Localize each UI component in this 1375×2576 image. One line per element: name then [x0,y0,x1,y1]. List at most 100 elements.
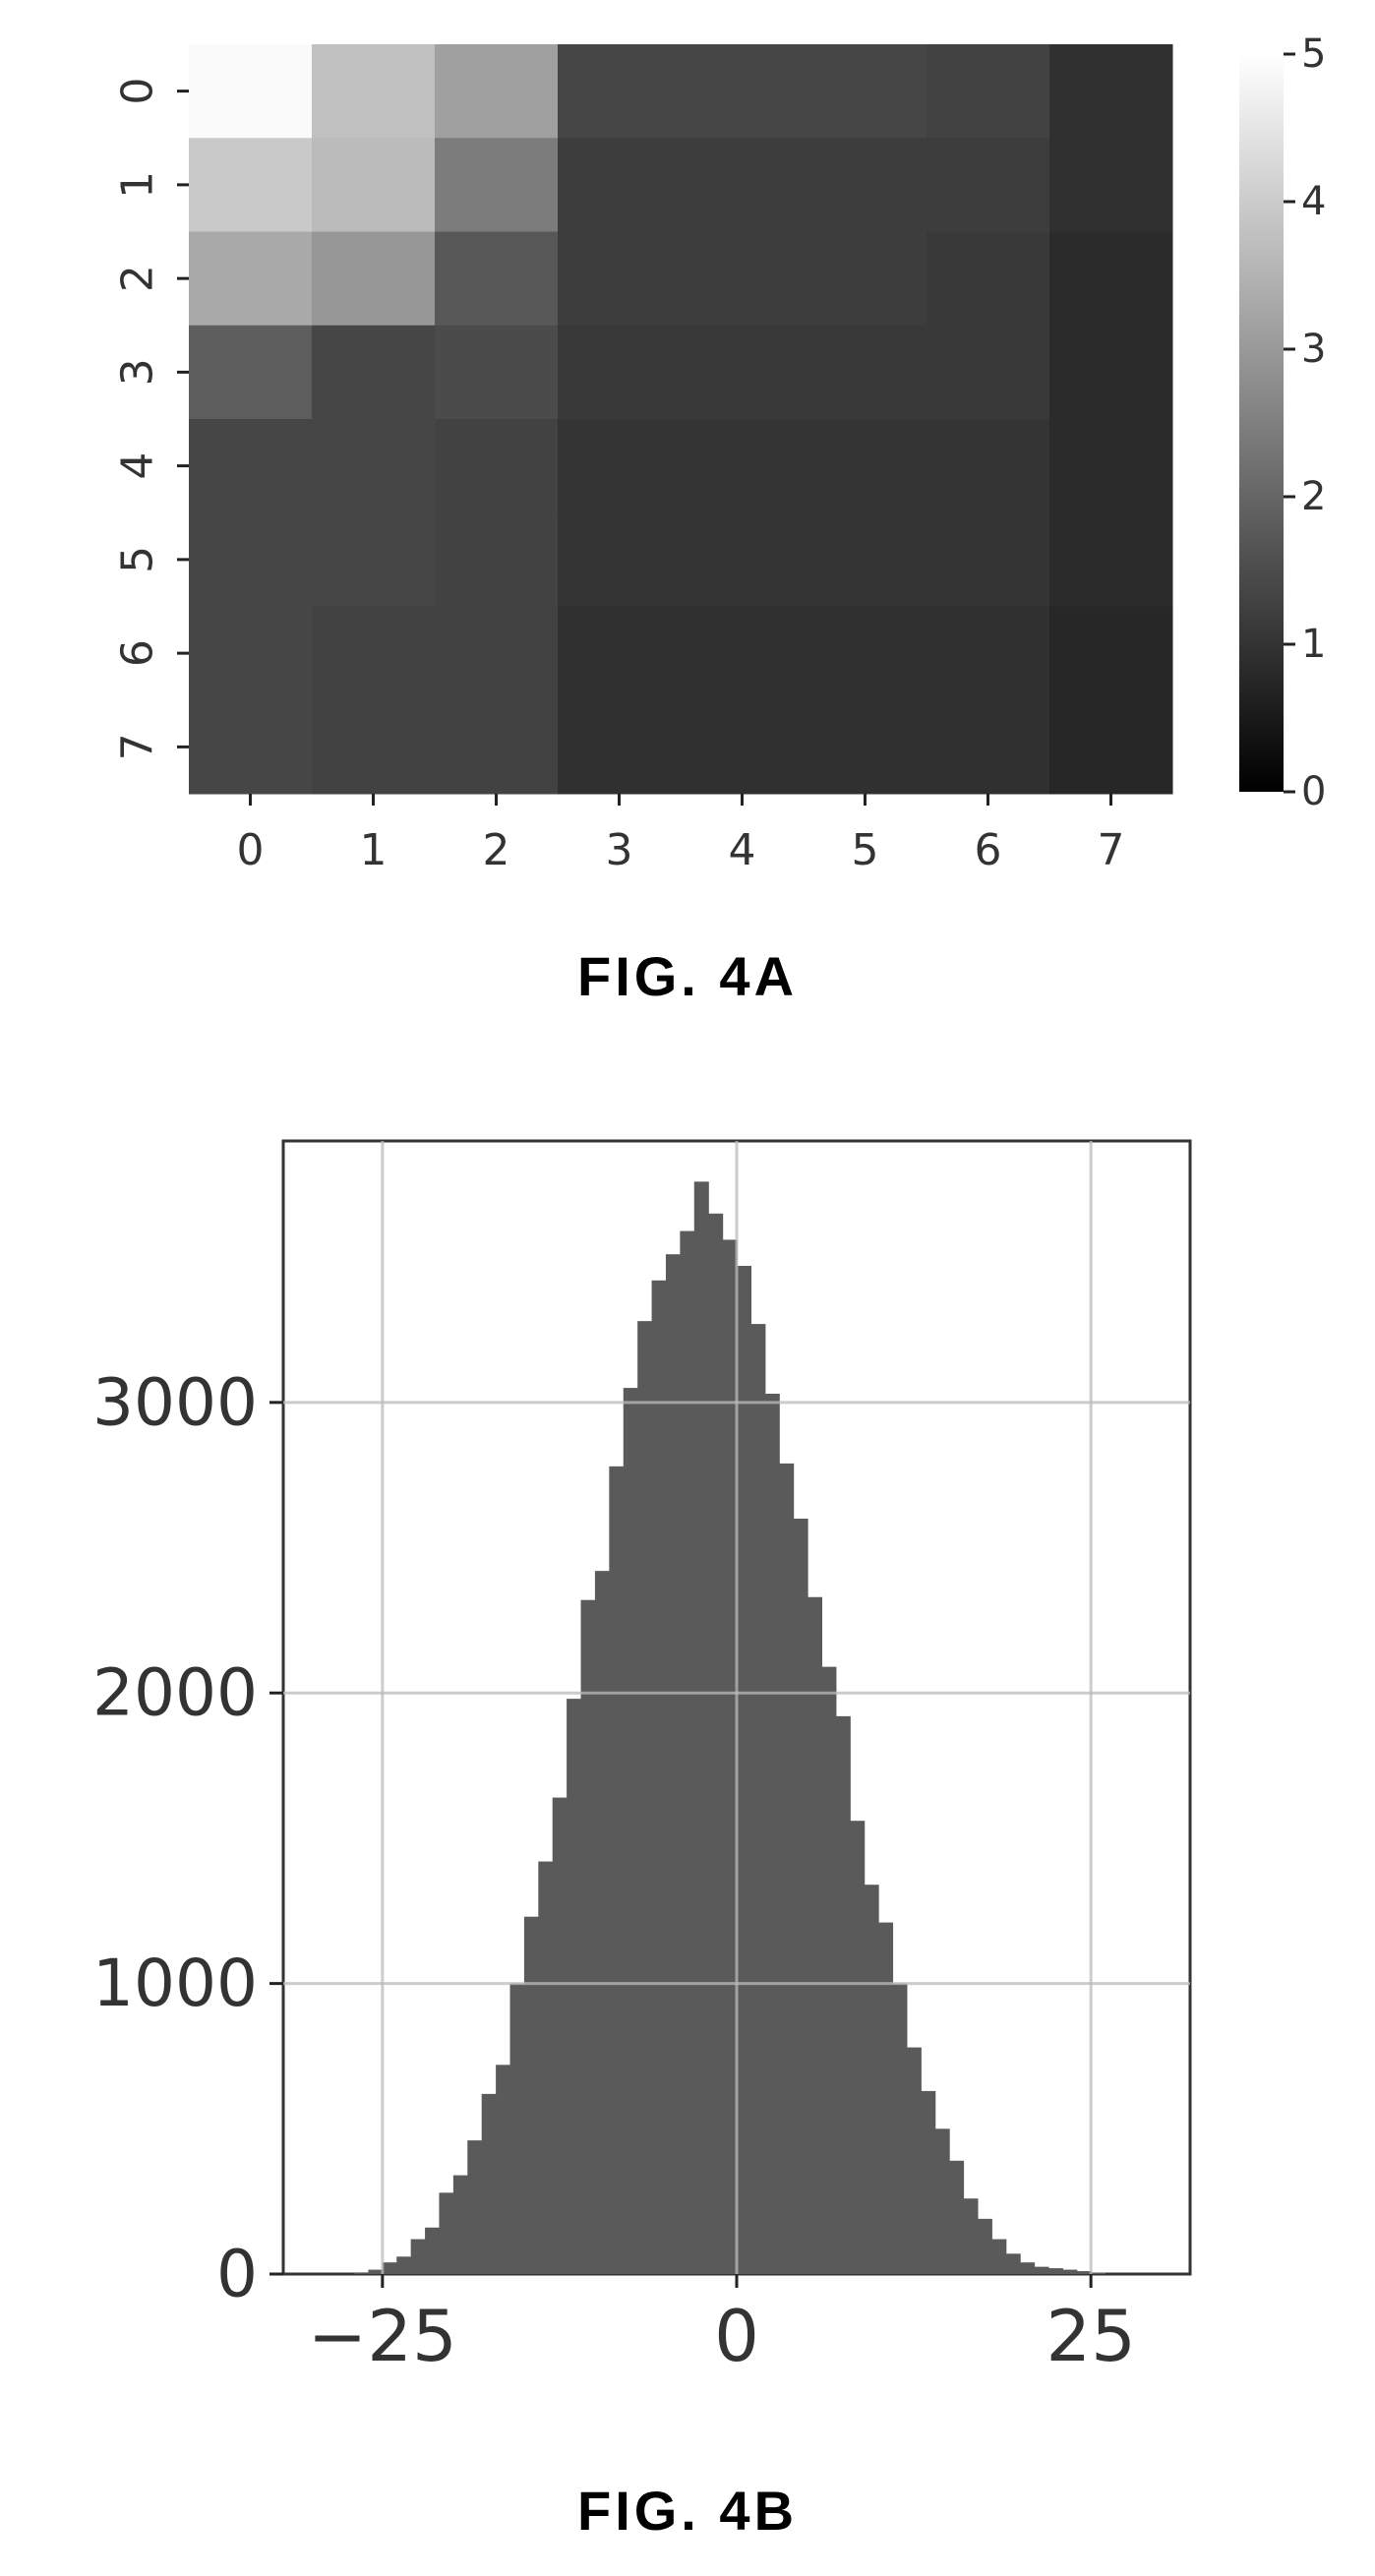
heatmap-col-label: 7 [1098,825,1125,875]
histogram-x-tick-label: 25 [1046,2295,1136,2377]
heatmap-row-label: 1 [113,171,163,199]
heatmap-cell [312,231,436,327]
heatmap-row-label: 0 [113,78,163,105]
histogram-bar [850,1821,866,2274]
heatmap-cell [312,606,436,701]
histogram-bar [906,2047,922,2274]
histogram-bar [368,2269,384,2274]
heatmap-cell [435,44,559,139]
histogram-bar [665,1254,681,2274]
heatmap-col-label: 3 [606,825,633,875]
histogram-bar [921,2090,936,2274]
histogram-bar [609,1466,625,2274]
histogram-bar [949,2160,965,2274]
colorbar-tick-label: 2 [1301,474,1326,519]
colorbar [1239,54,1284,792]
heatmap-cell [804,512,927,607]
histogram-bar [410,2239,426,2274]
histogram-bar [764,1393,780,2274]
histogram-bar [1034,2266,1049,2274]
heatmap-col-labels: 0 1 2 3 4 5 6 7 [237,794,1125,875]
histogram-bar [580,1599,596,2274]
histogram-x-ticks: −25 0 25 [308,2274,1136,2377]
heatmap-cell [681,325,805,420]
histogram-x-tick-label: 0 [714,2295,759,2377]
histogram-bar [892,1983,908,2274]
histogram-bar [523,1916,539,2274]
heatmap-row-label: 7 [113,733,163,760]
heatmap-cell [804,606,927,701]
heatmap-cell [189,699,313,795]
colorbar-tick-label: 3 [1301,327,1326,372]
histogram-bar [354,2273,370,2274]
histogram-bar [991,2239,1007,2274]
heatmap-col-label: 1 [360,825,388,875]
histogram-bar [835,1715,851,2274]
heatmap-cell [558,325,682,420]
heatmap-cell [1049,231,1173,327]
histogram-bar [977,2218,992,2274]
colorbar-tick-label: 1 [1301,622,1326,667]
heatmap-cell [189,325,313,420]
histogram-bar [821,1666,837,2274]
heatmap-cell [927,699,1050,795]
heatmap-cell [1049,606,1173,701]
heatmap-cell [558,138,682,232]
histogram-y-tick-label: 3000 [92,1364,258,1440]
histogram-y-tick-label: 2000 [92,1655,258,1731]
histogram-bar [779,1463,795,2274]
heatmap-cell [681,512,805,607]
heatmap-figure: 0 1 2 3 4 5 6 7 0 1 2 3 4 5 6 7 0 1 2 3 4 5 [113,31,1327,875]
histogram-bar [651,1280,667,2274]
heatmap-cell [1049,419,1173,513]
heatmap-cell [1049,325,1173,420]
histogram-bar [878,1922,894,2274]
heatmap-cell [189,512,313,607]
heatmap-cell [927,606,1050,701]
colorbar-tick-label: 4 [1301,179,1326,224]
histogram-y-tick-label: 0 [216,2237,258,2312]
heatmap-col-label: 4 [729,825,756,875]
histogram-bars [354,1181,1106,2274]
histogram-figure: −25 0 25 0 1000 2000 3000 [92,1139,1192,2377]
histogram-bar [708,1213,724,2274]
histogram-bar [439,2192,454,2274]
heatmap-cell [804,44,927,139]
histogram-grid [283,1141,1190,2274]
histogram-bar [693,1181,709,2274]
heatmap-cell [927,512,1050,607]
heatmap-cell [804,138,927,232]
colorbar-tick-label: 0 [1301,769,1326,814]
heatmap-cell [558,512,682,607]
heatmap-cell [1049,512,1173,607]
heatmap-cell [804,699,927,795]
heatmap-row-label: 2 [113,265,163,292]
heatmap-cell [435,325,559,420]
histogram-bar [864,1885,879,2274]
histogram-bar [737,1266,752,2274]
heatmap-cell [927,419,1050,513]
heatmap-cell [1049,138,1173,232]
heatmap-cell [558,44,682,139]
heatmap-cell [558,699,682,795]
heatmap-col-label: 5 [852,825,879,875]
histogram-bar [680,1230,695,2274]
heatmap-row-label: 5 [113,546,163,573]
heatmap-cell [681,138,805,232]
histogram-y-ticks: 0 1000 2000 3000 [92,1364,283,2312]
histogram-bar [396,2256,412,2274]
histogram-bar [425,2227,441,2274]
heatmap-col-label: 6 [975,825,1002,875]
heatmap-cell [927,231,1050,327]
histogram-bar [637,1321,653,2274]
heatmap-cell [312,325,436,420]
colorbar-ticks: 0 1 2 3 4 5 [1284,31,1326,814]
histogram-bar [934,2128,950,2274]
heatmap-row-label: 4 [113,452,163,480]
heatmap-row-labels: 0 1 2 3 4 5 6 7 [113,78,189,760]
heatmap-cell [435,419,559,513]
histogram-bar [1047,2268,1063,2274]
colorbar-tick-label: 5 [1301,31,1326,77]
histogram-bar [623,1388,638,2274]
histogram-bar [793,1519,808,2274]
